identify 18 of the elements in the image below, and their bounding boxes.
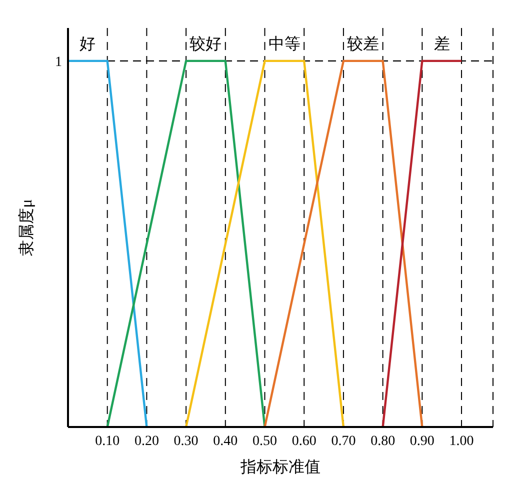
series-label: 较好	[190, 34, 222, 53]
series-label: 差	[434, 34, 450, 53]
x-tick-label: 0.60	[292, 434, 316, 449]
x-tick-label: 0.80	[370, 434, 396, 449]
x-tick-label: 0.90	[410, 434, 434, 449]
x-tick-label: 0.10	[95, 434, 120, 449]
x-axis-title: 指标标准值	[240, 458, 320, 476]
ref-line-label: 1	[55, 54, 62, 70]
series-label: 较差	[347, 34, 380, 53]
series-label: 好	[80, 36, 96, 53]
x-tick-label: 0.40	[213, 434, 238, 449]
x-tick-label: 0.20	[134, 434, 159, 449]
y-axis-title: 隶属度μ	[18, 199, 36, 256]
x-tick-label: 1.00	[449, 434, 474, 449]
series-label: 中等	[268, 34, 300, 53]
x-tick-label: 0.30	[174, 434, 198, 449]
x-tick-label: 0.70	[331, 434, 356, 449]
x-tick-label: 0.50	[252, 434, 278, 449]
